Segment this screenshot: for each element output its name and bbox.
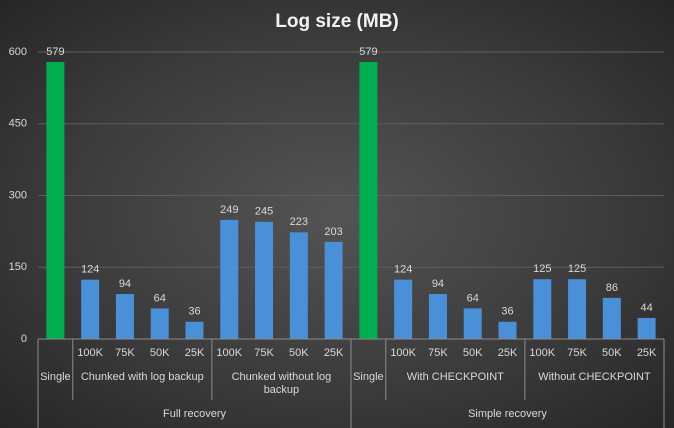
x-tick-label: 100K — [77, 347, 103, 359]
y-tick-label: 300 — [9, 189, 27, 201]
y-tick-label: 450 — [9, 118, 27, 130]
y-tick-label: 0 — [21, 333, 27, 345]
x-tick-label: 50K — [150, 347, 170, 359]
x-tick-label: 25K — [185, 347, 205, 359]
data-label: 64 — [154, 292, 166, 304]
bar — [498, 321, 517, 339]
data-label: 249 — [220, 204, 238, 216]
bar — [289, 232, 308, 339]
data-label: 124 — [394, 264, 412, 276]
data-label: 203 — [324, 226, 342, 238]
data-label: 579 — [359, 46, 377, 58]
x-tick-label: 75K — [428, 347, 448, 359]
bar — [324, 241, 343, 339]
bar — [637, 317, 656, 339]
bar — [46, 62, 65, 340]
bar — [602, 297, 621, 339]
data-label: 94 — [432, 278, 444, 290]
y-tick-label: 600 — [9, 46, 27, 58]
x-tick-label: 50K — [289, 347, 309, 359]
bar — [568, 279, 587, 339]
bar — [463, 308, 482, 339]
data-label: 94 — [119, 278, 131, 290]
data-label: 36 — [188, 306, 200, 318]
data-label: 44 — [640, 302, 652, 314]
chart-title: Log size (MB) — [275, 11, 399, 32]
subgroup-label: Single — [40, 371, 71, 383]
bar — [428, 294, 447, 339]
data-label: 125 — [568, 263, 586, 275]
bar — [220, 219, 239, 339]
bar — [394, 279, 413, 339]
data-label: 223 — [290, 216, 308, 228]
x-tick-label: 50K — [463, 347, 483, 359]
x-tick-label: 100K — [216, 347, 242, 359]
x-tick-label: 50K — [602, 347, 622, 359]
x-tick-label: 100K — [390, 347, 416, 359]
x-tick-label: 75K — [115, 347, 135, 359]
x-tick-label: 25K — [637, 347, 657, 359]
subgroup-label: With CHECKPOINT — [406, 371, 504, 383]
bar — [185, 321, 204, 339]
bar — [533, 279, 552, 339]
x-tick-label: 25K — [498, 347, 518, 359]
subgroup-label: Chunked with log backup — [80, 371, 204, 383]
data-label: 86 — [606, 282, 618, 294]
data-label: 125 — [533, 263, 551, 275]
data-label: 245 — [255, 206, 273, 218]
bar — [150, 308, 169, 339]
data-label: 579 — [46, 46, 64, 58]
x-tick-label: 75K — [254, 347, 274, 359]
bar — [81, 279, 100, 339]
data-label: 124 — [81, 264, 99, 276]
group-label: Simple recovery — [468, 408, 547, 420]
x-tick-label: 100K — [529, 347, 555, 359]
subgroup-label: Single — [353, 371, 384, 383]
y-tick-label: 150 — [9, 261, 27, 273]
data-label: 36 — [501, 306, 513, 318]
x-tick-label: 25K — [324, 347, 344, 359]
bar — [115, 294, 134, 339]
data-label: 64 — [467, 292, 479, 304]
bar — [359, 62, 378, 340]
bar — [255, 221, 274, 339]
x-tick-label: 75K — [567, 347, 587, 359]
group-label: Full recovery — [163, 408, 226, 420]
subgroup-label: Without CHECKPOINT — [538, 371, 651, 383]
subgroup-label: Chunked without log backup — [231, 371, 332, 396]
